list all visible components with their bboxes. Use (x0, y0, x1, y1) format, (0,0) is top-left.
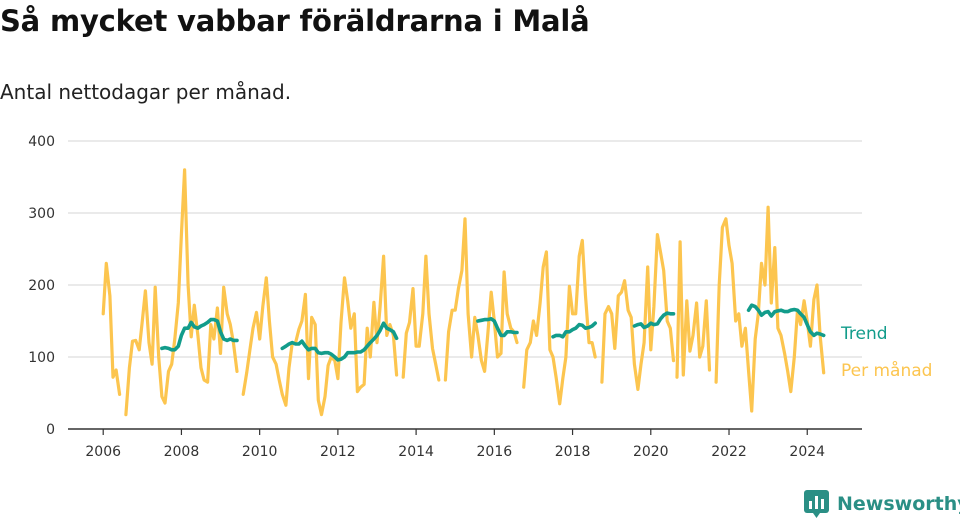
newsworthy-logo-icon (804, 490, 829, 518)
x-tick-label-2010: 2010 (242, 444, 278, 460)
line-trend-segment-2 (280, 321, 399, 362)
y-axis: 0 100 200 300 400 (28, 134, 55, 438)
line-per-manad-segment-9 (714, 205, 826, 413)
line-trend-segment-1 (160, 317, 239, 352)
x-tick-label-2022: 2022 (711, 444, 747, 460)
y-tick-label-0: 0 (46, 422, 55, 438)
line-per-manad-segment-3 (241, 254, 399, 417)
line-trend-segment-5 (632, 311, 676, 330)
line-per-manad-segment-1 (101, 261, 122, 396)
brand-name: Newsworthy (837, 493, 960, 515)
chart-title: Så mycket vabbar föräldrarna i Malå (0, 4, 590, 38)
series-trend (160, 303, 826, 362)
line-per-manad-segment-8 (675, 240, 712, 379)
y-tick-label-200: 200 (28, 278, 55, 294)
chart-subtitle: Antal nettodagar per månad. (0, 80, 292, 104)
series-per-manad (101, 168, 826, 417)
y-tick-label-300: 300 (28, 206, 55, 222)
y-tick-label-400: 400 (28, 134, 55, 150)
line-per-manad-segment-2 (124, 168, 239, 417)
x-tick-label-2006: 2006 (85, 444, 121, 460)
line-trend-segment-3 (476, 317, 519, 338)
y-tick-label-100: 100 (28, 350, 55, 366)
x-tick-label-2018: 2018 (555, 444, 591, 460)
line-per-manad-segment-4 (401, 254, 441, 382)
x-axis: 2006 2008 2010 2012 2014 2016 2018 2020 2022 2024 (68, 428, 862, 460)
line-per-manad-segment-6 (522, 238, 597, 406)
series-label-per-manad: Per månad (841, 360, 932, 381)
x-tick-label-2024: 2024 (789, 444, 825, 460)
brand-logo: Newsworthy (804, 490, 960, 518)
series-label-trend: Trend (840, 324, 888, 344)
x-tick-label-2020: 2020 (633, 444, 669, 460)
x-tick-label-2012: 2012 (320, 444, 356, 460)
x-tick-label-2014: 2014 (398, 444, 434, 460)
line-per-manad-segment-5 (443, 217, 519, 382)
line-per-manad-segment-7 (600, 233, 676, 391)
x-tick-label-2008: 2008 (164, 444, 200, 460)
line-trend-segment-6 (746, 303, 826, 338)
line-trend-segment-4 (551, 321, 597, 339)
x-tick-label-2016: 2016 (477, 444, 513, 460)
